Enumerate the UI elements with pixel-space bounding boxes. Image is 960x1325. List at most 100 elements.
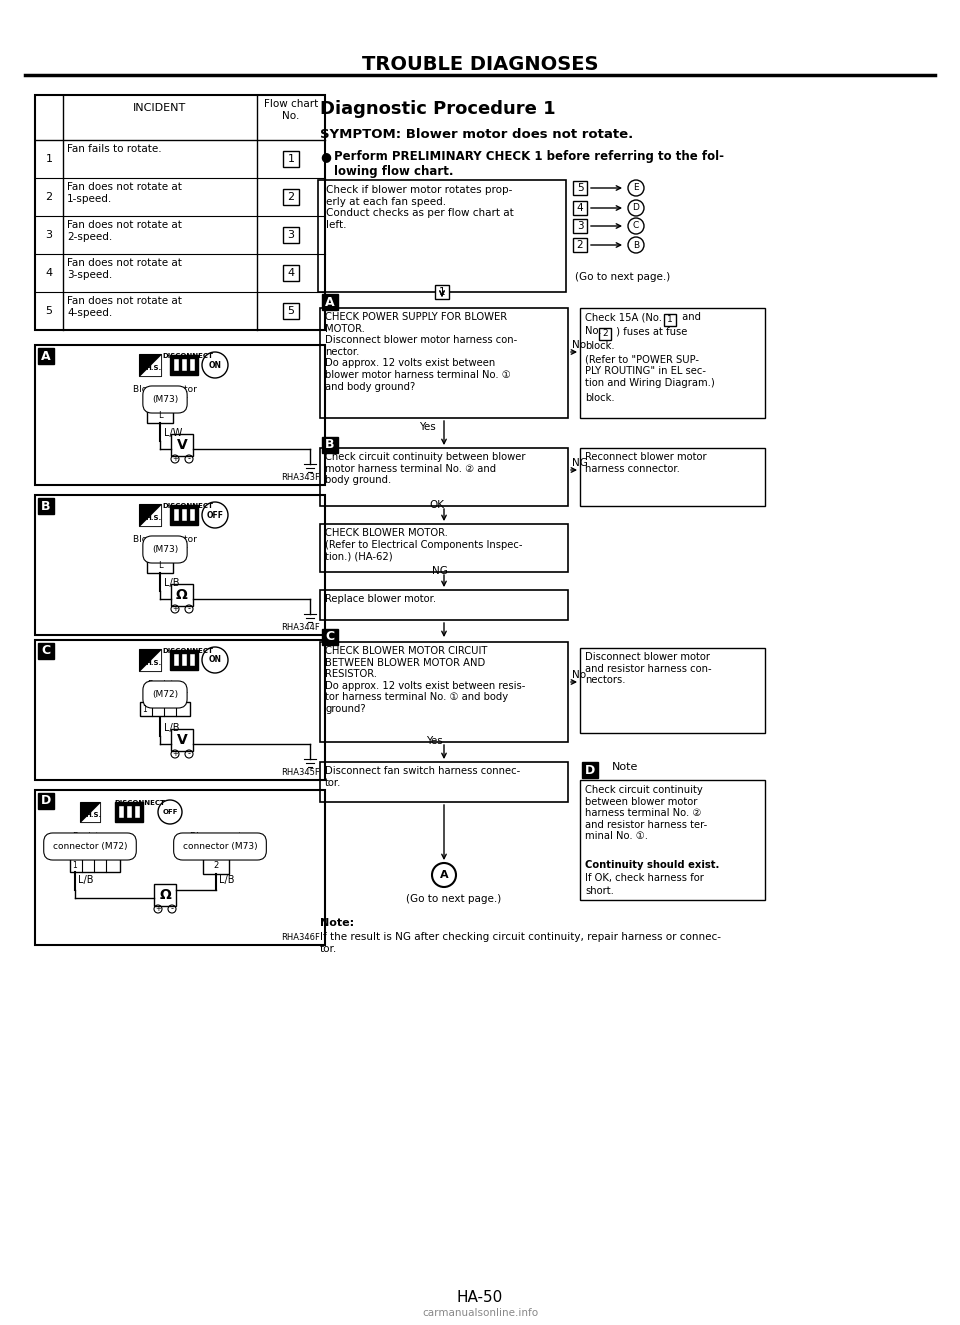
Text: Reconnect blower motor
harness connector.: Reconnect blower motor harness connector…: [585, 452, 707, 473]
Text: C: C: [41, 644, 51, 657]
Text: B: B: [41, 500, 51, 513]
Bar: [154, 884, 176, 906]
Text: A: A: [325, 295, 335, 309]
Text: Blower  motor
connector: Blower motor connector: [133, 386, 197, 404]
Bar: [320, 762, 568, 802]
Text: carmanualsonline.info: carmanualsonline.info: [422, 1308, 538, 1318]
Bar: [147, 556, 173, 572]
Bar: [580, 780, 765, 900]
Bar: [115, 802, 143, 822]
Bar: [320, 307, 568, 417]
Text: -: -: [187, 604, 190, 613]
Bar: [435, 285, 449, 299]
Bar: [283, 189, 299, 205]
Bar: [140, 702, 190, 716]
Bar: [38, 792, 54, 810]
Text: Yes: Yes: [426, 735, 443, 746]
Bar: [182, 359, 187, 371]
Bar: [283, 265, 299, 281]
Bar: [190, 655, 195, 666]
Text: 2: 2: [577, 240, 584, 250]
Text: 5: 5: [45, 306, 53, 315]
Bar: [580, 307, 765, 417]
Text: 2: 2: [213, 861, 219, 871]
Text: PLY ROUTING" in EL sec-: PLY ROUTING" in EL sec-: [585, 366, 706, 376]
Text: L: L: [157, 411, 162, 420]
Text: Fan does not rotate at
4-speed.: Fan does not rotate at 4-speed.: [67, 295, 181, 318]
Text: 4: 4: [577, 203, 584, 213]
Bar: [38, 498, 54, 514]
Text: (M73): (M73): [152, 545, 179, 554]
Bar: [171, 729, 193, 751]
Text: 1: 1: [73, 860, 78, 869]
Bar: [38, 348, 54, 364]
Text: ON: ON: [208, 656, 222, 665]
Text: +: +: [172, 751, 178, 757]
Text: A: A: [41, 350, 51, 363]
Text: If the result is NG after checking circuit continuity, repair harness or connec-: If the result is NG after checking circu…: [320, 931, 721, 954]
Polygon shape: [139, 649, 161, 670]
Text: E: E: [634, 183, 638, 192]
Bar: [322, 437, 338, 453]
Bar: [283, 303, 299, 319]
Text: D: D: [585, 763, 595, 776]
Text: Note:: Note:: [320, 918, 354, 927]
Bar: [320, 590, 568, 620]
Text: +: +: [156, 906, 161, 912]
Bar: [322, 629, 338, 645]
Text: H.S.: H.S.: [146, 660, 162, 666]
Text: H.S.: H.S.: [146, 515, 162, 521]
Text: (M73): (M73): [152, 395, 179, 404]
Bar: [320, 448, 568, 506]
Text: Fan fails to rotate.: Fan fails to rotate.: [67, 144, 161, 154]
Bar: [190, 509, 195, 521]
Text: No.: No.: [585, 326, 602, 337]
Bar: [35, 640, 325, 780]
Text: -: -: [187, 750, 190, 758]
Bar: [139, 354, 161, 376]
Text: Ω: Ω: [176, 588, 188, 602]
Text: RHA345F: RHA345F: [281, 768, 320, 776]
Bar: [573, 219, 587, 233]
Text: L/B: L/B: [219, 874, 234, 885]
Bar: [80, 802, 100, 822]
Text: NG: NG: [432, 566, 448, 576]
Text: L/B: L/B: [164, 723, 180, 733]
Text: short.: short.: [585, 886, 613, 896]
Bar: [38, 643, 54, 659]
Bar: [70, 859, 120, 872]
Text: block.: block.: [585, 341, 614, 351]
Text: Check circuit continuity
between blower motor
harness terminal No. ②
and resisto: Check circuit continuity between blower …: [585, 784, 708, 841]
Text: RHA346F: RHA346F: [281, 933, 320, 942]
Text: OFF: OFF: [206, 510, 224, 519]
Text: If OK, check harness for: If OK, check harness for: [585, 873, 704, 882]
Text: Check 15A (No.: Check 15A (No.: [585, 311, 662, 322]
Text: L: L: [157, 560, 162, 570]
Text: D: D: [633, 204, 639, 212]
Text: HA-50: HA-50: [457, 1291, 503, 1305]
Text: -: -: [171, 905, 174, 913]
Text: Resistor: Resistor: [72, 832, 108, 841]
Text: 5: 5: [577, 183, 584, 193]
Text: +: +: [172, 456, 178, 462]
Bar: [170, 355, 198, 375]
Text: H.S.: H.S.: [146, 364, 162, 371]
Bar: [182, 509, 187, 521]
Text: Yes: Yes: [419, 421, 436, 432]
Text: No: No: [572, 670, 587, 680]
Text: Disconnect fan switch harness connec-
tor.: Disconnect fan switch harness connec- to…: [325, 766, 520, 787]
Bar: [119, 806, 124, 818]
Text: Fan does not rotate at
1-speed.: Fan does not rotate at 1-speed.: [67, 182, 181, 204]
Text: (Go to next page.): (Go to next page.): [406, 894, 501, 904]
Text: NG: NG: [572, 458, 588, 468]
Bar: [182, 655, 187, 666]
Text: Note: Note: [612, 762, 638, 772]
Bar: [127, 806, 132, 818]
Text: OFF: OFF: [162, 810, 178, 815]
Text: INCIDENT: INCIDENT: [133, 103, 186, 113]
Text: Blower  motor
connector: Blower motor connector: [133, 535, 197, 554]
Text: TROUBLE DIAGNOSES: TROUBLE DIAGNOSES: [362, 56, 598, 74]
Bar: [573, 182, 587, 195]
Bar: [599, 329, 611, 341]
Text: V: V: [177, 439, 187, 452]
